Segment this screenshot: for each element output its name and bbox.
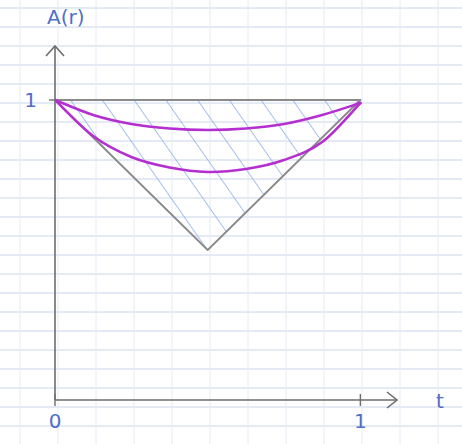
series-line	[55, 100, 360, 172]
x-tick-label: 1	[354, 409, 367, 433]
paper-line	[0, 255, 462, 256]
paper-line	[286, 0, 287, 444]
paper-line	[0, 65, 462, 66]
paper-lines	[0, 0, 462, 444]
x-tick	[360, 394, 361, 406]
paper-line	[0, 350, 462, 351]
paper-line	[324, 0, 325, 444]
chart: 0 1 1 A(r) t	[0, 0, 462, 444]
y-arrow	[46, 46, 64, 56]
axes: 0 1 1 A(r) t	[24, 5, 444, 433]
paper-line	[0, 388, 462, 389]
plot-area	[55, 100, 360, 250]
x-axis-title: t	[436, 389, 444, 413]
x-arrow	[387, 392, 397, 408]
y-axis-title: A(r)	[47, 5, 85, 29]
paper-line	[438, 0, 439, 444]
x-tick	[54, 394, 55, 406]
paper-line	[134, 0, 135, 444]
paper-line	[0, 312, 462, 313]
paper-line	[0, 274, 462, 275]
paper-line	[0, 236, 462, 237]
paper-line	[0, 84, 462, 85]
paper-line	[0, 407, 462, 408]
series-line	[55, 100, 360, 130]
hatched-region	[55, 100, 360, 250]
paper-line	[58, 0, 59, 444]
paper-line	[0, 426, 462, 427]
y-tick-label: 1	[24, 88, 37, 112]
paper-line	[20, 0, 21, 444]
series-line	[55, 100, 360, 250]
paper-line	[248, 0, 249, 444]
paper-line	[0, 331, 462, 332]
paper-line	[0, 46, 462, 47]
paper-line	[362, 0, 363, 444]
x-axis	[55, 399, 397, 401]
paper-line	[0, 369, 462, 370]
series-line	[55, 99, 360, 101]
paper-line	[96, 0, 97, 444]
paper-line	[172, 0, 173, 444]
x-tick-label: 0	[49, 409, 62, 433]
paper-line	[0, 293, 462, 294]
paper-line	[400, 0, 401, 444]
